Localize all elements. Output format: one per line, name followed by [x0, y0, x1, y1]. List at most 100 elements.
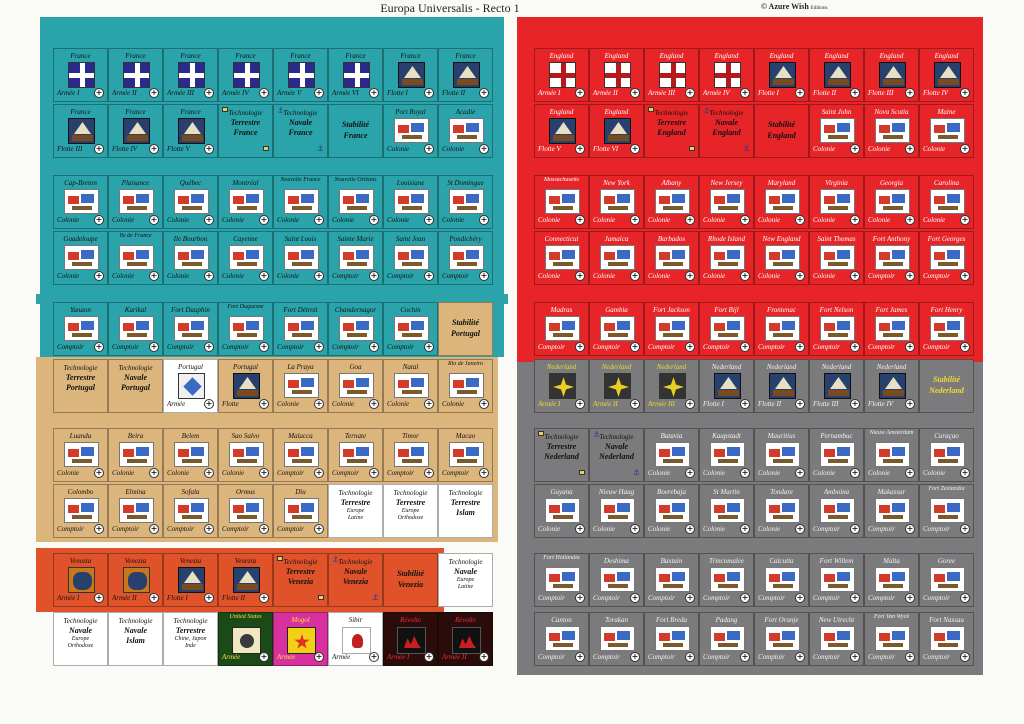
counter-col[interactable]: Makassar Comptoir + — [864, 484, 919, 538]
counter-col[interactable]: Elmina Comptoir + — [108, 484, 163, 538]
counter-col[interactable]: Fort Bijl Comptoir + — [699, 302, 754, 356]
counter-col[interactable]: Torakan Comptoir + — [589, 612, 644, 666]
counter-col[interactable]: Virginia Colonie + — [809, 175, 864, 229]
counter-flag[interactable]: England Armée II + — [589, 48, 644, 102]
counter-col[interactable]: Natal Colonie + — [383, 359, 438, 413]
counter-col[interactable]: Fort Oranje Comptoir + — [754, 612, 809, 666]
counter-col[interactable]: Goa Colonie + — [328, 359, 383, 413]
counter-col[interactable]: Québec Colonie + — [163, 175, 218, 229]
counter-col[interactable]: Kaapstadt Colonie + — [699, 428, 754, 482]
counter-flag[interactable]: France Armée II + — [108, 48, 163, 102]
counter-col[interactable]: Cayenne Colonie + — [218, 231, 273, 285]
counter-flag[interactable]: Nederland Armée II + — [589, 359, 644, 413]
counter-ship[interactable]: Nederland Flotte II + — [754, 359, 809, 413]
counter-col[interactable]: Maine Colonie + — [919, 104, 974, 158]
counter-tech[interactable]: Technologie Terrestre England — [644, 104, 699, 158]
counter-col[interactable]: Cochin Comptoir + — [383, 302, 438, 356]
counter-col[interactable]: Belem Colonie + — [163, 428, 218, 482]
counter-ship[interactable]: Nederland Flotte IV + — [864, 359, 919, 413]
counter-col[interactable]: Fort Zeelandia Comptoir + — [919, 484, 974, 538]
counter-flag[interactable]: England Armée III + — [644, 48, 699, 102]
counter-col[interactable]: Ternate Comptoir + — [328, 428, 383, 482]
counter-col[interactable]: Colombo Comptoir + — [53, 484, 108, 538]
counter-col[interactable]: Malacca Comptoir + — [273, 428, 328, 482]
counter-col[interactable]: Fort Georges Comptoir + — [919, 231, 974, 285]
counter-art[interactable]: United States Armée + — [218, 612, 273, 666]
counter-col[interactable]: Nouvelle France Colonie + — [273, 175, 328, 229]
counter-col[interactable]: Diu Comptoir + — [273, 484, 328, 538]
counter-ship[interactable]: England Flotte I + — [754, 48, 809, 102]
counter-tech[interactable]: Technologie Navale Islam — [108, 612, 163, 666]
counter-stab[interactable]: Stabilité England — [754, 104, 809, 158]
counter-tech[interactable]: Technologie Navale England ⚓ ⚓ — [699, 104, 754, 158]
counter-col[interactable]: Rio de Janeiro Colonie + — [438, 359, 493, 413]
counter-ship[interactable]: France Flotte V + — [163, 104, 218, 158]
counter-stab[interactable]: Stabilité France — [328, 104, 383, 158]
counter-ship[interactable]: England Flotte V + — [534, 104, 589, 158]
counter-flag[interactable]: Venezia Armée II + — [108, 553, 163, 607]
counter-col[interactable]: Nouvelle Orléans Colonie + — [328, 175, 383, 229]
counter-col[interactable]: Macao Comptoir + — [438, 428, 493, 482]
counter-col[interactable]: Curaçao Colonie + — [919, 428, 974, 482]
counter-col[interactable]: Fort Dauphin Comptoir + — [163, 302, 218, 356]
counter-tech[interactable]: Technologie Terrestre Nederland — [534, 428, 589, 482]
counter-flag[interactable]: England Armée IV + — [699, 48, 754, 102]
counter-col[interactable]: Cap-Breton Colonie + — [53, 175, 108, 229]
counter-col[interactable]: Saint John Colonie + — [809, 104, 864, 158]
counter-col[interactable]: Chandernagor Comptoir + — [328, 302, 383, 356]
counter-col[interactable]: Fort Jackson Comptoir + — [644, 302, 699, 356]
counter-tech[interactable]: Technologie Navale Europe Orthodoxe — [53, 612, 108, 666]
counter-col[interactable]: Barbados Colonie + — [644, 231, 699, 285]
counter-flag[interactable]: France Armée V + — [273, 48, 328, 102]
counter-col[interactable]: Sofala Comptoir + — [163, 484, 218, 538]
counter-col[interactable]: Fort Duquesne Comptoir + — [218, 302, 273, 356]
counter-ship[interactable]: Venezia Flotte I + — [163, 553, 218, 607]
counter-col[interactable]: Boerebaja Colonie + — [644, 484, 699, 538]
counter-tech[interactable]: Technologie Navale Venezia ⚓ ⚓ — [328, 553, 383, 607]
counter-col[interactable]: Jamaica Colonie + — [589, 231, 644, 285]
counter-col[interactable]: Carolina Colonie + — [919, 175, 974, 229]
counter-col[interactable]: Madras Comptoir + — [534, 302, 589, 356]
counter-tech[interactable]: Technologie Navale Europe Latine — [438, 553, 493, 607]
counter-tech[interactable]: Technologie Terrestre Portugal — [53, 359, 108, 413]
counter-tech[interactable]: Technologie Terrestre Europe Latine — [328, 484, 383, 538]
counter-ship[interactable]: England Flotte II + — [809, 48, 864, 102]
counter-ship[interactable]: England Flotte III + — [864, 48, 919, 102]
counter-flag[interactable]: France Armée VI + — [328, 48, 383, 102]
counter-col[interactable]: Nieuw Haag Colonie + — [589, 484, 644, 538]
counter-col[interactable]: Fort Anthony Comptoir + — [864, 231, 919, 285]
counter-ship[interactable]: Venezia Flotte II + — [218, 553, 273, 607]
counter-tech[interactable]: Technologie Navale Portugal — [108, 359, 163, 413]
counter-col[interactable]: Fort Nassau Comptoir + — [919, 612, 974, 666]
counter-col[interactable]: Yanaon Comptoir + — [53, 302, 108, 356]
counter-art[interactable]: Mogol Armée + — [273, 612, 328, 666]
counter-ship[interactable]: England Flotte IV + — [919, 48, 974, 102]
counter-art[interactable]: Révolte Armée I + — [383, 612, 438, 666]
counter-stab[interactable]: Stabilité Portugal — [438, 302, 493, 356]
counter-col[interactable]: Nieuw Amsterdam Colonie + — [864, 428, 919, 482]
counter-col[interactable]: Plaisance Colonie + — [108, 175, 163, 229]
counter-col[interactable]: Saint Thomas Colonie + — [809, 231, 864, 285]
counter-ship[interactable]: Nederland Flotte III + — [809, 359, 864, 413]
counter-ship[interactable]: Portugal Flotte + — [218, 359, 273, 413]
counter-col[interactable]: Georgia Colonie + — [864, 175, 919, 229]
counter-col[interactable]: Albany Colonie + — [644, 175, 699, 229]
counter-col[interactable]: Gambia Comptoir + — [589, 302, 644, 356]
counter-col[interactable]: Sainte Marie Comptoir + — [328, 231, 383, 285]
counter-flag[interactable]: England Armée I + — [534, 48, 589, 102]
counter-ship[interactable]: Nederland Flotte I + — [699, 359, 754, 413]
counter-stab[interactable]: Stabilité Nederland — [919, 359, 974, 413]
counter-col[interactable]: Timor Comptoir + — [383, 428, 438, 482]
counter-col[interactable]: Calcutta Comptoir + — [754, 553, 809, 607]
counter-col[interactable]: St Martin Colonie + — [699, 484, 754, 538]
counter-flag[interactable]: Portugal Armée + — [163, 359, 218, 413]
counter-col[interactable]: Nova Scotia Colonie + — [864, 104, 919, 158]
counter-flag[interactable]: Venezia Armée I + — [53, 553, 108, 607]
counter-ship[interactable]: France Flotte II + — [438, 48, 493, 102]
counter-flag[interactable]: Nederland Armée I + — [534, 359, 589, 413]
counter-ship[interactable]: France Flotte I + — [383, 48, 438, 102]
counter-col[interactable]: New York Colonie + — [589, 175, 644, 229]
counter-col[interactable]: Fort Breda Comptoir + — [644, 612, 699, 666]
counter-col[interactable]: Batavia Colonie + — [644, 428, 699, 482]
counter-flag[interactable]: France Armée I + — [53, 48, 108, 102]
